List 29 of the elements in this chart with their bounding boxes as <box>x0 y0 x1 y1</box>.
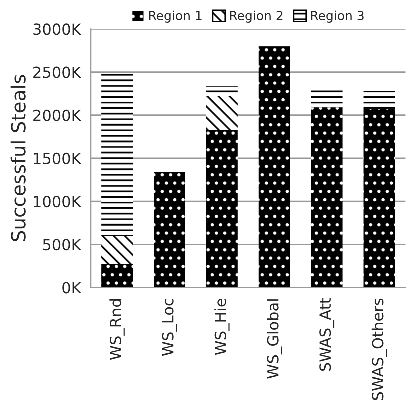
x-tick-label: WS_Global <box>267 300 282 379</box>
legend-label: Region 2 <box>230 10 283 23</box>
y-axis-title: Successful Steals <box>10 75 26 242</box>
x-tick-label: WS_Hie <box>214 298 230 356</box>
bar <box>102 264 134 288</box>
bar <box>206 96 238 130</box>
x-tick-label: WS_Rnd <box>110 300 125 360</box>
bar <box>364 109 396 288</box>
bar <box>311 108 343 288</box>
y-tick-label: 2000K <box>34 110 82 122</box>
bar <box>364 91 396 110</box>
y-tick-label: 0K <box>62 282 82 294</box>
y-tick-label: 1000K <box>34 196 82 208</box>
bar <box>311 90 343 108</box>
y-tick-label: 1500K <box>34 152 82 164</box>
bar <box>258 47 290 288</box>
legend-label: Region 3 <box>311 10 364 23</box>
bar <box>206 130 238 288</box>
bar <box>154 172 186 288</box>
x-tick-label: SWAS_Att <box>320 298 335 372</box>
x-tick-label: WS_Loc <box>162 299 178 356</box>
bar <box>102 236 134 264</box>
legend-label: Region 1 <box>149 10 202 23</box>
bar <box>102 74 134 236</box>
y-tick-label: 2500K <box>34 66 82 78</box>
bar <box>206 86 238 96</box>
y-tick-label: 500K <box>43 239 82 251</box>
y-tick-label: 3000K <box>34 24 82 36</box>
x-tick-label: SWAS_Others <box>372 298 388 400</box>
